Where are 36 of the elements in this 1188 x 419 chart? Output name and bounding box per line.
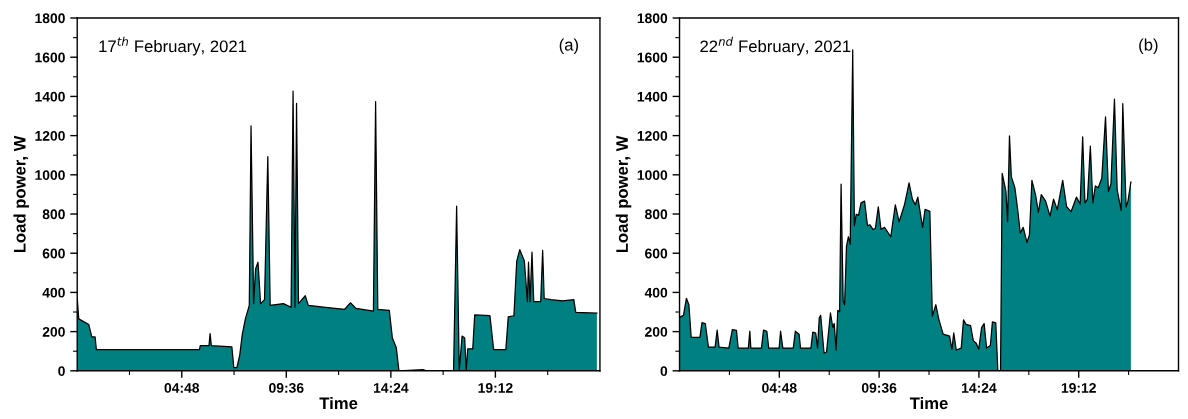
x-tick-label: 09:36 <box>269 382 304 393</box>
annotation: 17$^{th}$ February, 2021 <box>99 36 247 56</box>
y-tick-label: 600 <box>42 248 65 259</box>
y-tick-label: 1200 <box>35 130 65 141</box>
y-tick-label: 1800 <box>637 13 668 24</box>
annotation: (a) <box>559 38 578 54</box>
x-tick-label: 04:48 <box>164 382 200 393</box>
x-tick-label: 09:36 <box>861 382 897 393</box>
y-tick-label: 1400 <box>35 91 65 102</box>
y-tick-label: 1600 <box>35 52 65 63</box>
x-axis-title: Time <box>909 396 948 410</box>
y-tick-label: 200 <box>645 326 668 337</box>
x-tick-label: 04:48 <box>762 382 797 393</box>
x-tick-label: 14:24 <box>373 382 409 393</box>
y-tick-label: 200 <box>42 326 65 337</box>
x-tick-label: 19:12 <box>478 382 513 393</box>
y-tick-label: 800 <box>645 209 668 220</box>
y-axis-title: Load power, W <box>615 135 632 253</box>
y-tick-label: 600 <box>645 248 668 259</box>
annotation: 22$^{nd}$ February, 2021 <box>700 36 851 56</box>
x-axis-title: Time <box>319 396 358 410</box>
y-tick-label: 1200 <box>637 130 668 141</box>
x-tick-label: 19:12 <box>1061 382 1096 393</box>
x-tick-label: 14:24 <box>962 382 997 393</box>
y-axis-title: Load power, W <box>13 135 29 253</box>
y-tick-label: 0 <box>58 366 65 376</box>
y-tick-label: 400 <box>644 287 668 298</box>
y-tick-label: 0 <box>660 366 668 376</box>
y-tick-label: 1000 <box>637 170 668 180</box>
y-tick-label: 800 <box>42 209 65 220</box>
y-tick-label: 1000 <box>35 170 65 180</box>
y-tick-label: 1600 <box>637 52 668 63</box>
annotation: (b) <box>1139 38 1158 54</box>
y-tick-label: 1800 <box>35 13 65 24</box>
y-tick-label: 400 <box>42 287 65 298</box>
y-tick-label: 1400 <box>637 91 668 102</box>
